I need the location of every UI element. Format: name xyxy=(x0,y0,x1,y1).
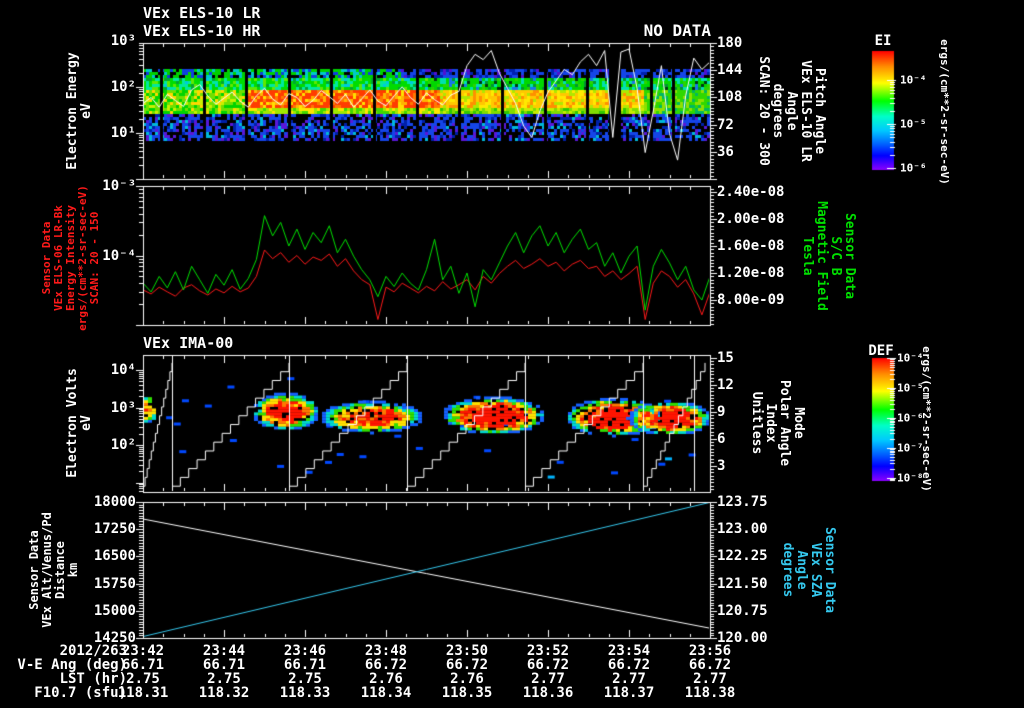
p3-right-tick-label: 6 xyxy=(717,431,726,447)
table-row-label-lst: LST (hr) xyxy=(59,671,127,687)
p4-right-tick-label: 122.25 xyxy=(717,548,768,564)
table-cell: 2.75 xyxy=(288,671,322,687)
p4-left-tick-label: 16500 xyxy=(93,548,136,564)
table-cell: 2.77 xyxy=(612,671,646,687)
time-label: 23:46 xyxy=(283,643,327,659)
table-row-label-f107: F10.7 (sfu) xyxy=(34,685,127,701)
table-cell: 2.75 xyxy=(126,671,160,687)
table-cell: 66.71 xyxy=(283,657,327,673)
time-label: 23:42 xyxy=(121,643,165,659)
p4-right-tick-label: 120.75 xyxy=(717,603,768,619)
p2-right-tick-label: 1.20e-08 xyxy=(717,265,785,281)
colorbar2-tick-label: 10⁻⁵ xyxy=(897,381,924,395)
p4-left-tick-label: 15750 xyxy=(93,576,136,592)
table-cell: 2.77 xyxy=(693,671,727,687)
table-cell: 118.36 xyxy=(522,685,574,701)
p1-right-tick-label: 36 xyxy=(717,144,734,160)
p2-right-tick-label: 2.00e-08 xyxy=(717,211,785,227)
time-label: 23:50 xyxy=(445,643,489,659)
colorbar1-tick-label: 10⁻⁴ xyxy=(900,73,927,87)
p1-left-tick-label: 10¹ xyxy=(110,125,136,141)
p4-right-tick-label: 121.50 xyxy=(717,576,768,592)
table-cell: 2.77 xyxy=(531,671,565,687)
p4-right-tick-label: 123.75 xyxy=(717,494,768,510)
table-cell: 66.71 xyxy=(202,657,246,673)
p1-right-tick-label: 144 xyxy=(717,62,743,78)
table-cell: 2.75 xyxy=(207,671,241,687)
p4-right-label: Sensor Data VEx SZA Angle degrees xyxy=(780,526,837,614)
p2-right-tick-label: 8.00e-09 xyxy=(717,292,785,308)
p1-left-tick-label: 10³ xyxy=(110,33,136,49)
p2-left-tick-label: 10⁻³ xyxy=(102,178,136,194)
p1-right-tick-label: 180 xyxy=(717,35,743,51)
p1-left-label: Electron Energy eV xyxy=(65,52,94,170)
p3-right-tick-label: 15 xyxy=(717,350,734,366)
colorbar2-tick-label: 10⁻⁷ xyxy=(897,441,924,455)
table-cell: 2.76 xyxy=(369,671,403,687)
panel1-title-line2: VEx ELS-10 HR xyxy=(143,22,261,40)
p3-left-tick-label: 10³ xyxy=(110,400,136,416)
table-cell: 118.33 xyxy=(279,685,331,701)
p3-left-label: Electron Volts eV xyxy=(65,368,94,478)
table-cell: 118.35 xyxy=(441,685,493,701)
table-row-label-veang: V-E Ang (deg) xyxy=(17,657,127,673)
no-data-label: NO DATA xyxy=(643,21,711,40)
time-label: 23:48 xyxy=(364,643,408,659)
table-cell: 66.72 xyxy=(526,657,570,673)
p1-right-label: Pitch Angle VEx ELS-10 LR Angle degrees SCAN… xyxy=(756,56,827,166)
p2-left-label: Sensor Data VEx ELS-06 LR-Bk Energy Intens… xyxy=(40,185,101,331)
p3-right-tick-label: 9 xyxy=(717,404,726,420)
time-label: 23:54 xyxy=(607,643,651,659)
colorbar2-tick-label: 10⁻⁶ xyxy=(897,411,924,425)
colorbar1-label: EI xyxy=(874,33,892,49)
colorbar1-tick-label: 10⁻⁵ xyxy=(900,117,927,131)
time-label: 23:44 xyxy=(202,643,246,659)
p3-right-tick-label: 12 xyxy=(717,377,734,393)
time-label: 23:56 xyxy=(688,643,732,659)
p4-left-tick-label: 14250 xyxy=(93,630,136,646)
p3-right-tick-label: 3 xyxy=(717,458,726,474)
p3-left-tick-label: 10² xyxy=(110,437,136,453)
p2-right-tick-label: 1.60e-08 xyxy=(717,238,785,254)
date-label: 2012/263 xyxy=(59,643,127,659)
table-cell: 66.72 xyxy=(445,657,489,673)
p3-left-tick-label: 10⁴ xyxy=(110,362,136,378)
p4-left-tick-label: 15000 xyxy=(93,603,136,619)
p4-left-tick-label: 18000 xyxy=(93,494,136,510)
table-cell: 66.71 xyxy=(121,657,165,673)
p4-right-tick-label: 123.00 xyxy=(717,521,768,537)
time-label: 23:52 xyxy=(526,643,570,659)
p2-right-tick-label: 2.40e-08 xyxy=(717,184,785,200)
table-cell: 118.37 xyxy=(603,685,655,701)
p1-left-tick-label: 10² xyxy=(110,79,136,95)
p3-right-label: Mode Polar Angle Index Unitless xyxy=(749,379,806,467)
table-cell: 118.32 xyxy=(198,685,250,701)
colorbar2-label: DEF xyxy=(868,343,894,359)
table-cell: 66.72 xyxy=(607,657,651,673)
colorbar1-tick-label: 10⁻⁶ xyxy=(900,161,927,175)
colorbar2-tick-label: 10⁻⁴ xyxy=(897,351,924,365)
p2-right-label: Sensor Data S/C B Magnetic Field Tesla xyxy=(800,201,857,311)
table-cell: 66.72 xyxy=(364,657,408,673)
table-cell: 118.31 xyxy=(117,685,169,701)
p2-left-tick-label: 10⁻⁴ xyxy=(102,248,136,264)
p1-right-tick-label: 72 xyxy=(717,117,734,133)
panel1-title-line1: VEx ELS-10 LR xyxy=(143,4,261,22)
table-cell: 2.76 xyxy=(450,671,484,687)
p4-left-tick-label: 17250 xyxy=(93,521,136,537)
cb1-units: ergs/(cm**2-sr-sec-eV) xyxy=(938,39,951,185)
p4-left-label: Sensor Data VEx Alt/Venus/Pd Distance km xyxy=(27,512,80,628)
p1-right-tick-label: 108 xyxy=(717,89,743,105)
table-cell: 118.38 xyxy=(684,685,736,701)
p4-right-tick-label: 120.00 xyxy=(717,630,768,646)
colorbar2-tick-label: 10⁻⁸ xyxy=(897,471,924,485)
table-cell: 118.34 xyxy=(360,685,412,701)
table-cell: 66.72 xyxy=(688,657,732,673)
panel3-title: VEx IMA-00 xyxy=(143,334,234,352)
